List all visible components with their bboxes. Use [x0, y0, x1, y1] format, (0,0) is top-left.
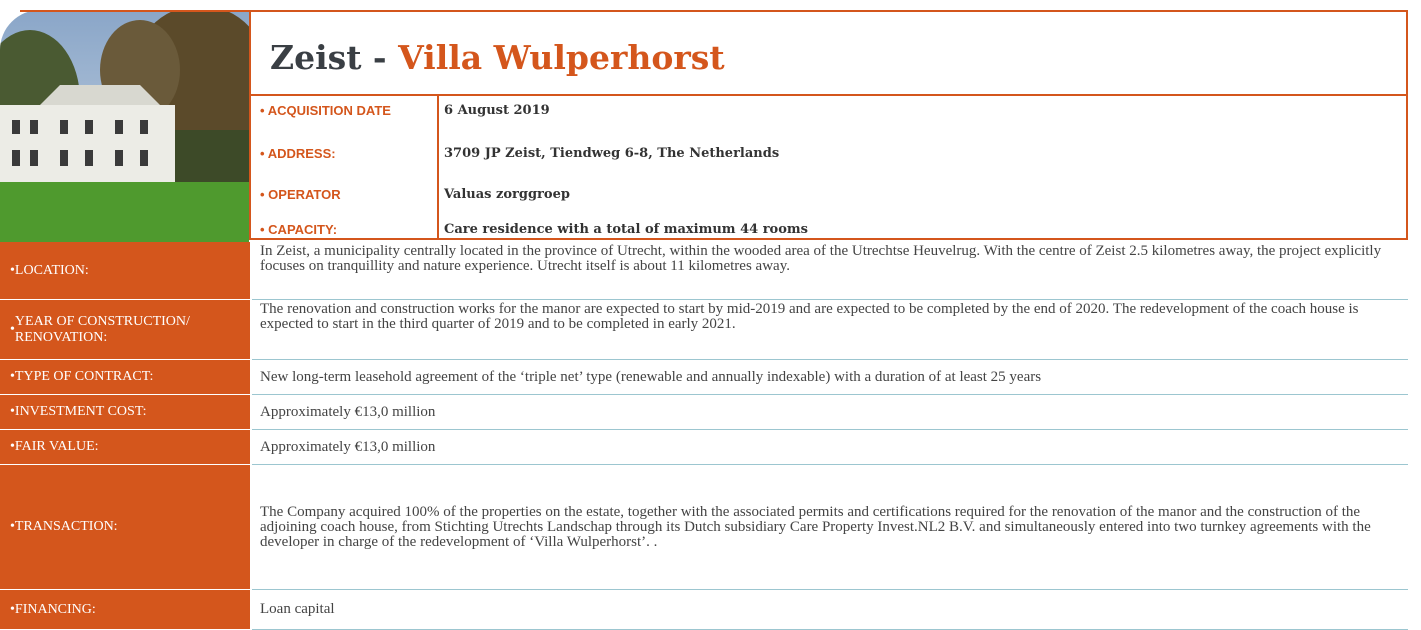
summary-divider	[437, 96, 439, 240]
summary-label: OPERATOR	[260, 187, 435, 202]
detail-label: TYPE OF CONTRACT:	[0, 360, 250, 395]
summary-value: 6 August 2019	[444, 103, 550, 118]
photo-image	[0, 10, 249, 242]
detail-value: New long-term leasehold agreement of the…	[252, 360, 1408, 395]
detail-label: LOCATION:	[0, 242, 250, 300]
title-prefix: Zeist -	[270, 38, 387, 77]
title-rule	[251, 94, 1408, 96]
summary-value: Valuas zorggroep	[444, 187, 570, 202]
title-name: Villa Wulperhorst	[398, 38, 724, 77]
detail-label: FAIR VALUE:	[0, 430, 250, 465]
villa-photo	[0, 10, 249, 242]
summary-label: ACQUISITION DATE	[260, 103, 435, 118]
detail-value: The renovation and construction works fo…	[252, 300, 1408, 360]
detail-value: Approximately €13,0 million	[252, 430, 1408, 465]
summary-label: CAPACITY:	[260, 222, 435, 237]
summary-label: ADDRESS:	[260, 146, 435, 161]
title: Zeist - Villa Wulperhorst	[270, 38, 725, 77]
detail-label: INVESTMENT COST:	[0, 395, 250, 430]
detail-value: In Zeist, a municipality centrally locat…	[252, 242, 1408, 300]
detail-label: FINANCING:	[0, 590, 250, 630]
detail-label: TRANSACTION:	[0, 465, 250, 590]
summary-value: Care residence with a total of maximum 4…	[444, 222, 808, 237]
detail-value: Loan capital	[252, 590, 1408, 630]
detail-value: Approximately €13,0 million	[252, 395, 1408, 430]
page: {"title": {"prefix": "Zeist -", "name": …	[0, 0, 1421, 617]
detail-value: The Company acquired 100% of the propert…	[252, 465, 1408, 590]
summary-value: 3709 JP Zeist, Tiendweg 6-8, The Netherl…	[444, 146, 779, 161]
detail-label: YEAR OF CONSTRUCTION/ RENOVATION:	[0, 300, 250, 360]
